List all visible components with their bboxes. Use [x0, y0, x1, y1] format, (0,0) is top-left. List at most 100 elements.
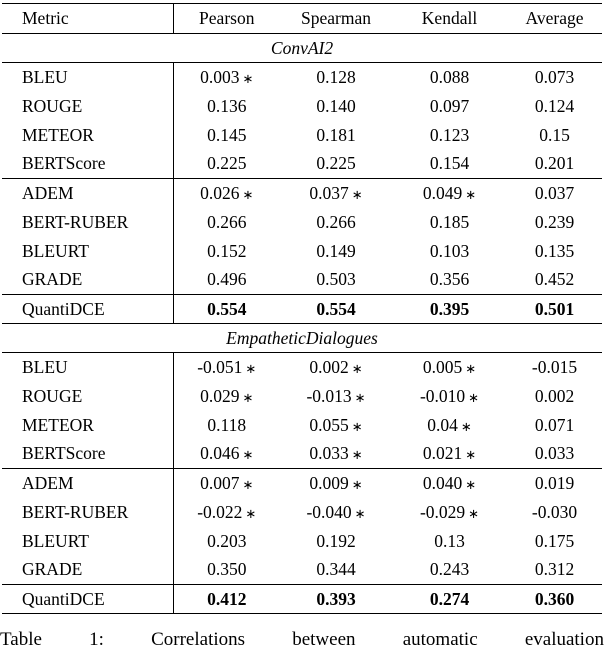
value-cell: 0.123	[429, 124, 470, 145]
metric-name: ROUGE	[2, 91, 174, 121]
significance-star: ∗	[242, 477, 254, 493]
value-cell: 0.140	[316, 95, 356, 116]
significance-star: ∗	[468, 390, 480, 406]
value-cell: 0.071	[534, 414, 575, 435]
column-header-pearson: Pearson	[173, 3, 280, 34]
value-cell: -0.013 ∗	[306, 385, 366, 406]
table-row: BLEURT 0.152 0.149 0.103 0.135	[2, 236, 602, 266]
metric-name: BERTScore	[2, 439, 174, 469]
significance-star: ∗	[465, 448, 477, 464]
metric-name: METEOR	[2, 120, 174, 150]
table-header: Metric Pearson Spearman Kendall Average	[2, 3, 602, 34]
value-cell: 0.225	[207, 153, 247, 174]
value-cell: 0.037	[507, 178, 602, 208]
metric-name: BLEURT	[2, 236, 174, 266]
value-cell: 0.026 ∗	[173, 178, 280, 208]
value-cell: 0.033	[534, 443, 575, 464]
value-cell: 0.040 ∗	[392, 468, 507, 498]
value-cell: 0.501	[507, 294, 602, 324]
significance-star: ∗	[245, 361, 257, 377]
significance-star: ∗	[242, 187, 254, 203]
significance-star: ∗	[242, 448, 254, 464]
significance-star: ∗	[465, 187, 477, 203]
value-cell: 0.097	[429, 95, 470, 116]
caption-word: Correlations	[151, 629, 246, 650]
value-cell: 0.225	[316, 153, 356, 174]
value-cell: 0.135	[534, 240, 575, 261]
column-header-spearman: Spearman	[280, 3, 392, 34]
metric-name: ADEM	[2, 178, 174, 208]
column-header-kendall: Kendall	[392, 3, 507, 34]
value-cell: 0.395	[392, 294, 507, 324]
value-cell: 0.554	[173, 294, 280, 324]
value-cell: 0.088	[429, 66, 470, 87]
section-title: ConvAI2	[2, 33, 602, 63]
value-cell: -0.015	[531, 356, 578, 377]
value-cell: 0.185	[429, 211, 470, 232]
value-cell: 0.055 ∗	[309, 414, 363, 435]
value-cell: 0.554	[280, 294, 392, 324]
value-cell: 0.266	[207, 211, 247, 232]
value-cell: 0.009 ∗	[280, 468, 392, 498]
value-cell: 0.128	[316, 66, 356, 87]
section-header-row: EmpatheticDialogues	[2, 323, 602, 353]
caption-word: between	[292, 629, 356, 650]
metric-name: QuantiDCE	[2, 294, 174, 324]
value-cell: 0.496	[207, 269, 247, 290]
value-cell: 0.393	[280, 584, 392, 614]
value-cell: 0.029 ∗	[200, 385, 254, 406]
table-row: BERT-RUBER -0.022 ∗ -0.040 ∗ -0.029 ∗ -0.030	[2, 497, 602, 527]
value-cell: 0.103	[429, 240, 470, 261]
significance-star: ∗	[351, 187, 363, 203]
metric-name: ROUGE	[2, 381, 174, 411]
value-cell: 0.021 ∗	[422, 443, 477, 464]
table-row: QuantiDCE 0.554 0.554 0.395 0.501	[2, 294, 602, 324]
table-row: BERT-RUBER 0.266 0.266 0.185 0.239	[2, 207, 602, 237]
value-cell: 0.243	[429, 559, 470, 580]
table-row: ADEM 0.026 ∗ 0.037 ∗ 0.049 ∗ 0.037	[2, 178, 602, 208]
metric-name: GRADE	[2, 555, 174, 585]
caption-word: 1:	[89, 629, 104, 650]
metric-name: BERT-RUBER	[2, 497, 174, 527]
column-header-metric: Metric	[2, 3, 174, 34]
metric-name: BERT-RUBER	[2, 207, 174, 237]
value-cell: 0.136	[207, 95, 247, 116]
significance-star: ∗	[465, 361, 477, 377]
paper-page: Metric Pearson Spearman Kendall Average …	[0, 3, 604, 659]
table-row: BLEU -0.051 ∗ 0.002 ∗ 0.005 ∗ -0.015	[2, 352, 602, 382]
value-cell: -0.022 ∗	[197, 501, 257, 522]
significance-star: ∗	[465, 477, 477, 493]
table-body: ConvAI2 BLEU 0.003 ∗ 0.128 0.088 0.073 ROUGE 0.1…	[2, 33, 602, 614]
value-cell: 0.360	[507, 584, 602, 614]
metric-name: BLEU	[2, 62, 174, 92]
metric-name: BLEURT	[2, 526, 174, 556]
value-cell: 0.13	[434, 530, 465, 551]
metric-name: ADEM	[2, 468, 174, 498]
metric-name: QuantiDCE	[2, 584, 174, 614]
table-row: BLEU 0.003 ∗ 0.128 0.088 0.073	[2, 62, 602, 92]
value-cell: 0.192	[316, 530, 356, 551]
value-cell: 0.002	[534, 385, 575, 406]
significance-star: ∗	[351, 361, 363, 377]
value-cell: -0.010 ∗	[419, 385, 480, 406]
value-cell: 0.033 ∗	[309, 443, 363, 464]
correlation-table: Metric Pearson Spearman Kendall Average …	[2, 3, 602, 614]
value-cell: 0.037 ∗	[280, 178, 392, 208]
value-cell: 0.350	[207, 559, 247, 580]
value-cell: 0.412	[173, 584, 280, 614]
value-cell: 0.356	[429, 269, 470, 290]
table-row: ADEM 0.007 ∗ 0.009 ∗ 0.040 ∗ 0.019	[2, 468, 602, 498]
header-row: Metric Pearson Spearman Kendall Average	[2, 3, 602, 34]
value-cell: -0.040 ∗	[306, 501, 366, 522]
value-cell: 0.503	[316, 269, 356, 290]
metric-name: BLEU	[2, 352, 174, 382]
value-cell: 0.005 ∗	[422, 356, 477, 377]
significance-star: ∗	[242, 390, 254, 406]
value-cell: 0.049 ∗	[392, 178, 507, 208]
value-cell: 0.203	[207, 530, 247, 551]
value-cell: 0.007 ∗	[173, 468, 280, 498]
section-title: EmpatheticDialogues	[2, 323, 602, 353]
table-caption: Table 1: Correlations between automatic evalu…	[0, 628, 604, 652]
significance-star: ∗	[351, 448, 363, 464]
significance-star: ∗	[351, 477, 363, 493]
